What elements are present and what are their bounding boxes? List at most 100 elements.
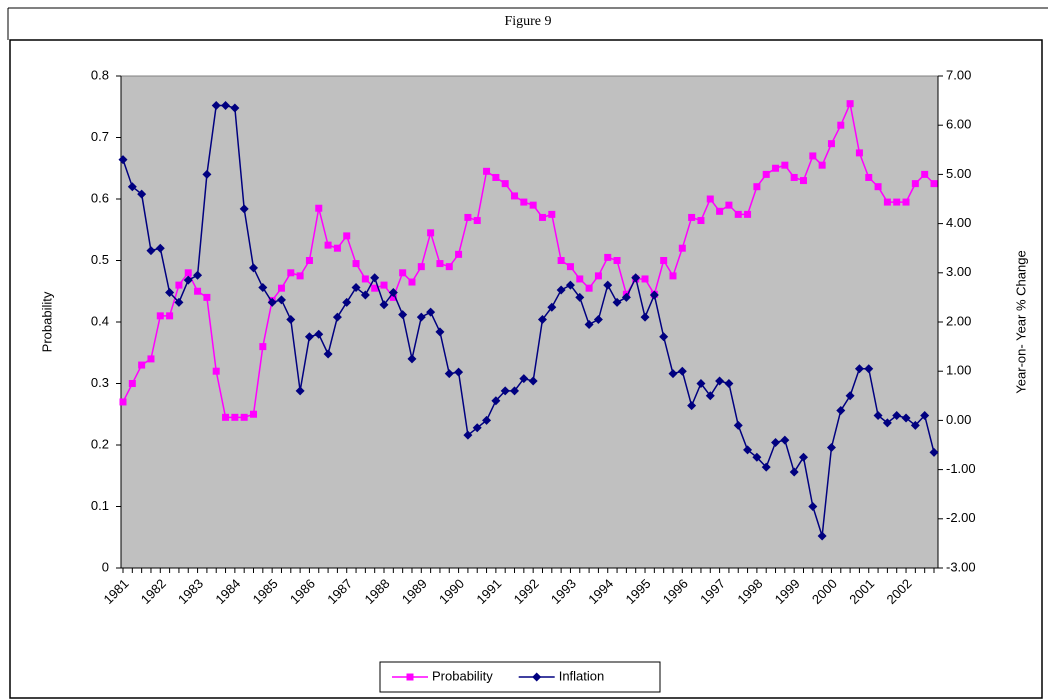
data-point <box>724 379 734 388</box>
y-tick-label: 0.4 <box>91 313 109 328</box>
data-point <box>593 315 603 325</box>
data-point <box>761 462 771 472</box>
data-point <box>743 445 753 455</box>
series-line <box>122 101 935 419</box>
data-point <box>660 257 668 264</box>
y2-tick-label: 4.00 <box>946 215 971 230</box>
y-tick-label: 0.7 <box>91 129 109 144</box>
data-point <box>399 269 407 277</box>
data-point <box>417 263 425 271</box>
data-point <box>827 140 835 148</box>
data-point <box>193 270 203 280</box>
data-point <box>612 297 622 307</box>
data-point <box>222 413 230 421</box>
legend-label: Inflation <box>559 668 605 683</box>
data-point <box>174 297 184 307</box>
data-point <box>603 280 613 290</box>
data-point <box>212 367 220 375</box>
y2-axis-title: Year-on- Year % Change <box>1013 250 1028 393</box>
data-point <box>352 260 360 268</box>
data-point <box>295 386 305 396</box>
data-point <box>715 376 725 386</box>
data-point <box>725 201 733 209</box>
data-point <box>733 420 743 430</box>
y2-tick-label: 0.00 <box>946 412 971 427</box>
data-point <box>230 103 240 113</box>
data-point <box>146 246 156 256</box>
data-point <box>388 287 398 297</box>
data-point <box>183 275 193 285</box>
y2-tick-label: 6.00 <box>946 117 971 132</box>
data-point <box>678 244 686 252</box>
data-point <box>556 285 566 295</box>
data-point <box>780 435 790 445</box>
data-point <box>705 391 715 401</box>
data-point <box>910 420 920 430</box>
data-point <box>323 349 333 359</box>
data-point <box>519 374 529 384</box>
data-point <box>930 180 938 188</box>
data-point <box>351 283 361 293</box>
data-point <box>239 204 249 214</box>
data-point <box>529 201 537 209</box>
data-point <box>817 531 827 541</box>
data-point <box>147 355 155 363</box>
y2-tick-label: -1.00 <box>946 461 976 476</box>
data-point <box>799 177 807 185</box>
data-point <box>734 210 742 218</box>
data-point <box>911 180 919 188</box>
data-point <box>202 169 212 179</box>
data-point <box>547 302 557 312</box>
data-point <box>901 413 911 423</box>
data-point <box>557 257 565 264</box>
data-point <box>277 284 285 292</box>
data-point <box>753 183 761 191</box>
data-point <box>473 217 481 225</box>
data-point <box>744 210 752 218</box>
data-point <box>528 376 538 386</box>
data-point <box>687 401 697 411</box>
data-point <box>483 167 491 175</box>
data-point <box>315 204 323 212</box>
data-point <box>304 332 314 342</box>
y-axis-title: Probability <box>39 291 54 352</box>
data-point <box>455 250 463 258</box>
data-point <box>640 312 650 322</box>
series-line <box>122 104 935 537</box>
y-tick-label: 0.8 <box>91 67 109 82</box>
data-point <box>892 410 902 420</box>
data-point <box>342 297 352 307</box>
data-point <box>491 396 501 406</box>
data-point <box>379 300 389 310</box>
data-point <box>333 244 341 252</box>
y2-tick-label: 5.00 <box>946 166 971 181</box>
data-point <box>688 213 696 221</box>
data-point <box>482 415 492 425</box>
data-point <box>565 280 575 290</box>
data-point <box>137 189 147 199</box>
data-point <box>138 361 146 369</box>
data-point <box>920 410 930 420</box>
data-point <box>445 263 453 271</box>
data-point <box>716 207 724 215</box>
data-point <box>128 380 136 387</box>
data-point <box>258 283 268 293</box>
data-point <box>752 452 762 462</box>
y-tick-label: 0.3 <box>91 375 109 390</box>
legend-label: Probability <box>432 668 493 683</box>
data-point <box>604 253 612 261</box>
data-point <box>435 327 445 337</box>
data-point <box>267 297 277 307</box>
data-point <box>314 329 324 339</box>
data-point <box>697 217 705 225</box>
data-point <box>389 293 397 301</box>
y-tick-label: 0.2 <box>91 436 109 451</box>
data-point <box>426 307 436 317</box>
data-point <box>408 278 416 286</box>
data-point <box>789 467 799 477</box>
data-point <box>929 447 939 457</box>
data-point <box>874 183 882 191</box>
data-point <box>211 101 221 111</box>
data-point <box>659 332 669 342</box>
